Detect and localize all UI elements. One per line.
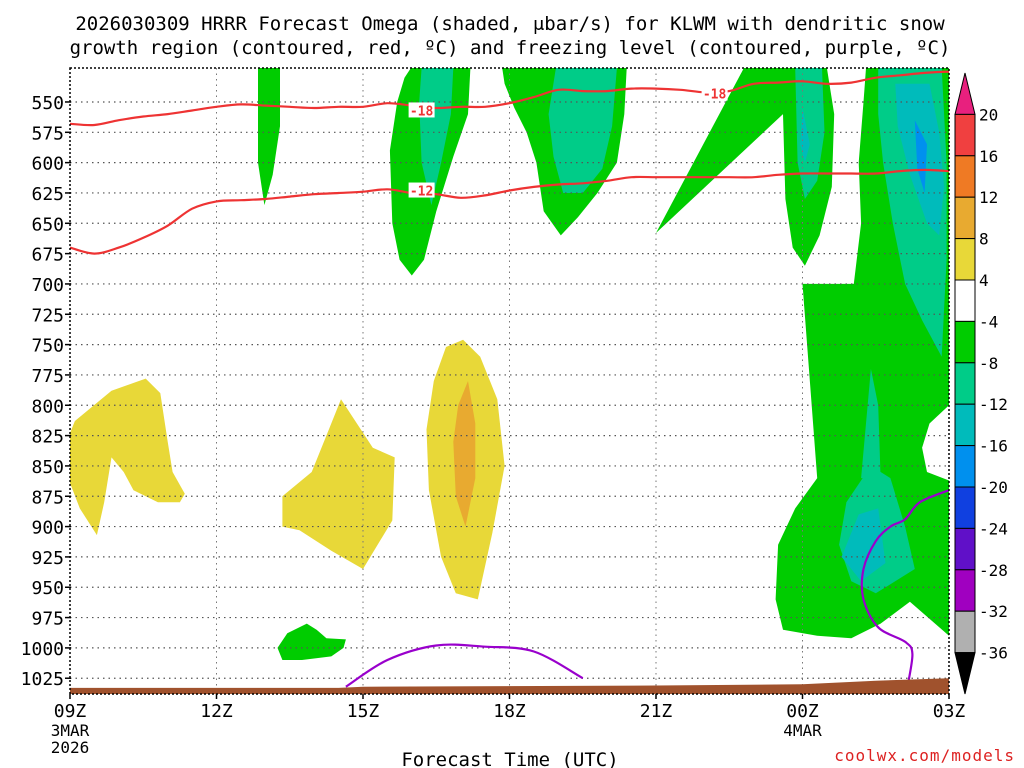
omega-shading <box>70 68 949 660</box>
x-tick-label-09Z: 09Z <box>54 701 87 722</box>
y-tick-label-650: 650 <box>31 214 64 235</box>
y-tick-label-725: 725 <box>31 305 64 326</box>
x-tick-label-12Z: 12Z <box>200 701 233 722</box>
colorbar-segment-1 <box>954 113 976 157</box>
y-axis-ticks: 550 575 600 625 650 675 700 725 750 775 800 825 850 8… <box>21 93 71 690</box>
colorbar-segment-10 <box>954 486 976 529</box>
contour-label-1: -18 <box>703 87 727 102</box>
omega-region-6 <box>795 68 825 199</box>
contour-label-bg-2 <box>408 182 435 198</box>
colorbar-label-1: 16 <box>979 147 998 166</box>
colorbar-segment-12 <box>954 569 976 612</box>
y-tick-label-1000: 1000 <box>21 639 64 660</box>
colorbar-segment-5 <box>954 279 976 322</box>
colorbar-label-9: -20 <box>979 478 1008 497</box>
colorbar-label-11: -28 <box>979 561 1008 580</box>
colorbar-label-13: -36 <box>979 644 1008 663</box>
y-tick-label-950: 950 <box>31 578 64 599</box>
colorbar-segment-3 <box>954 196 976 240</box>
y-tick-label-675: 675 <box>31 245 64 266</box>
freezing-line-0 <box>345 643 584 688</box>
contour-label-bg-1 <box>701 85 728 101</box>
x-sublabel-0-1: 2026 <box>51 738 90 757</box>
y-tick-label-575: 575 <box>31 123 64 144</box>
x-tick-label-21Z: 21Z <box>640 701 673 722</box>
colorbar-bottom-arrow <box>954 652 976 695</box>
x-sublabel-1-0: 4MAR <box>783 721 822 740</box>
y-tick-label-750: 750 <box>31 336 64 357</box>
x-tick-label-18Z: 18Z <box>493 701 526 722</box>
contour-label-0: -18 <box>410 104 434 119</box>
x-tick-label-03Z: 03Z <box>933 701 966 722</box>
terrain-fill <box>70 678 949 694</box>
colorbar-top-arrow <box>954 72 976 115</box>
contour-label-2: -12 <box>410 185 433 200</box>
colorbar-label-4: 4 <box>979 271 989 290</box>
y-tick-label-625: 625 <box>31 184 64 205</box>
freezing-line-1 <box>860 489 949 687</box>
y-tick-label-700: 700 <box>31 275 64 296</box>
contour-labels: -18 -18 -12 <box>408 85 728 200</box>
y-tick-label-825: 825 <box>31 427 64 448</box>
y-tick-label-800: 800 <box>31 396 64 417</box>
colorbar-label-3: 8 <box>979 230 989 249</box>
grid-lines <box>70 68 949 694</box>
x-tick-label-00Z: 00Z <box>786 701 819 722</box>
y-tick-label-925: 925 <box>31 548 64 569</box>
omega-region-4 <box>548 68 617 193</box>
colorbar-segment-6 <box>954 320 976 364</box>
colorbar-segment-8 <box>954 403 976 447</box>
y-tick-label-550: 550 <box>31 93 64 114</box>
chart-title-line1: 2026030309 HRRR Forecast Omega (shaded, … <box>75 13 945 35</box>
y-tick-label-775: 775 <box>31 366 64 387</box>
credit-text: coolwx.com/models <box>834 746 1015 765</box>
colorbar-segment-4 <box>954 238 976 281</box>
omega-region-17 <box>282 399 395 569</box>
x-sublabel-0-0: 3MAR <box>51 721 90 740</box>
x-tick-label-15Z: 15Z <box>347 701 380 722</box>
colorbar-label-5: -4 <box>979 312 998 331</box>
colorbar-label-2: 12 <box>979 188 998 207</box>
colorbar-label-6: -8 <box>979 354 998 373</box>
colorbar-segment-13 <box>954 610 976 654</box>
freezing-level-contours <box>345 489 949 688</box>
colorbar-segment-7 <box>954 362 976 405</box>
colorbar-label-12: -32 <box>979 602 1008 621</box>
omega-region-11 <box>914 120 927 193</box>
x-axis-label: Forecast Time (UTC) <box>401 749 618 768</box>
terrain <box>70 678 949 694</box>
y-tick-label-600: 600 <box>31 154 64 175</box>
y-tick-label-900: 900 <box>31 518 64 539</box>
colorbar-segment-2 <box>954 155 976 198</box>
y-tick-label-875: 875 <box>31 487 64 508</box>
colorbar-label-8: -16 <box>979 437 1008 456</box>
omega-region-20 <box>277 623 346 660</box>
omega-region-5 <box>656 68 835 266</box>
omega-region-14 <box>861 368 881 479</box>
colorbar: 20 16 12 8 4 -4 -8 -12 -16 -20 -24 -28 -32 -36 <box>954 72 1008 695</box>
y-tick-label-975: 975 <box>31 609 64 630</box>
colorbar-label-7: -12 <box>979 395 1008 414</box>
omega-region-19 <box>453 381 476 527</box>
colorbar-segment-9 <box>954 445 976 488</box>
y-tick-label-1025: 1025 <box>21 669 64 690</box>
isotherm-0 <box>70 70 949 127</box>
colorbar-label-0: 20 <box>979 105 998 124</box>
dendritic-isotherms <box>70 70 949 255</box>
chart-title-line2: growth region (contoured, red, ºC) and f… <box>70 37 951 59</box>
omega-region-13 <box>841 508 886 582</box>
y-tick-label-850: 850 <box>31 457 64 478</box>
omega-region-15 <box>922 405 949 481</box>
colorbar-label-10: -24 <box>979 519 1008 538</box>
contour-label-bg-0 <box>408 102 435 118</box>
colorbar-segment-11 <box>954 527 976 571</box>
omega-region-7 <box>800 108 810 163</box>
isotherm-1 <box>70 168 949 255</box>
